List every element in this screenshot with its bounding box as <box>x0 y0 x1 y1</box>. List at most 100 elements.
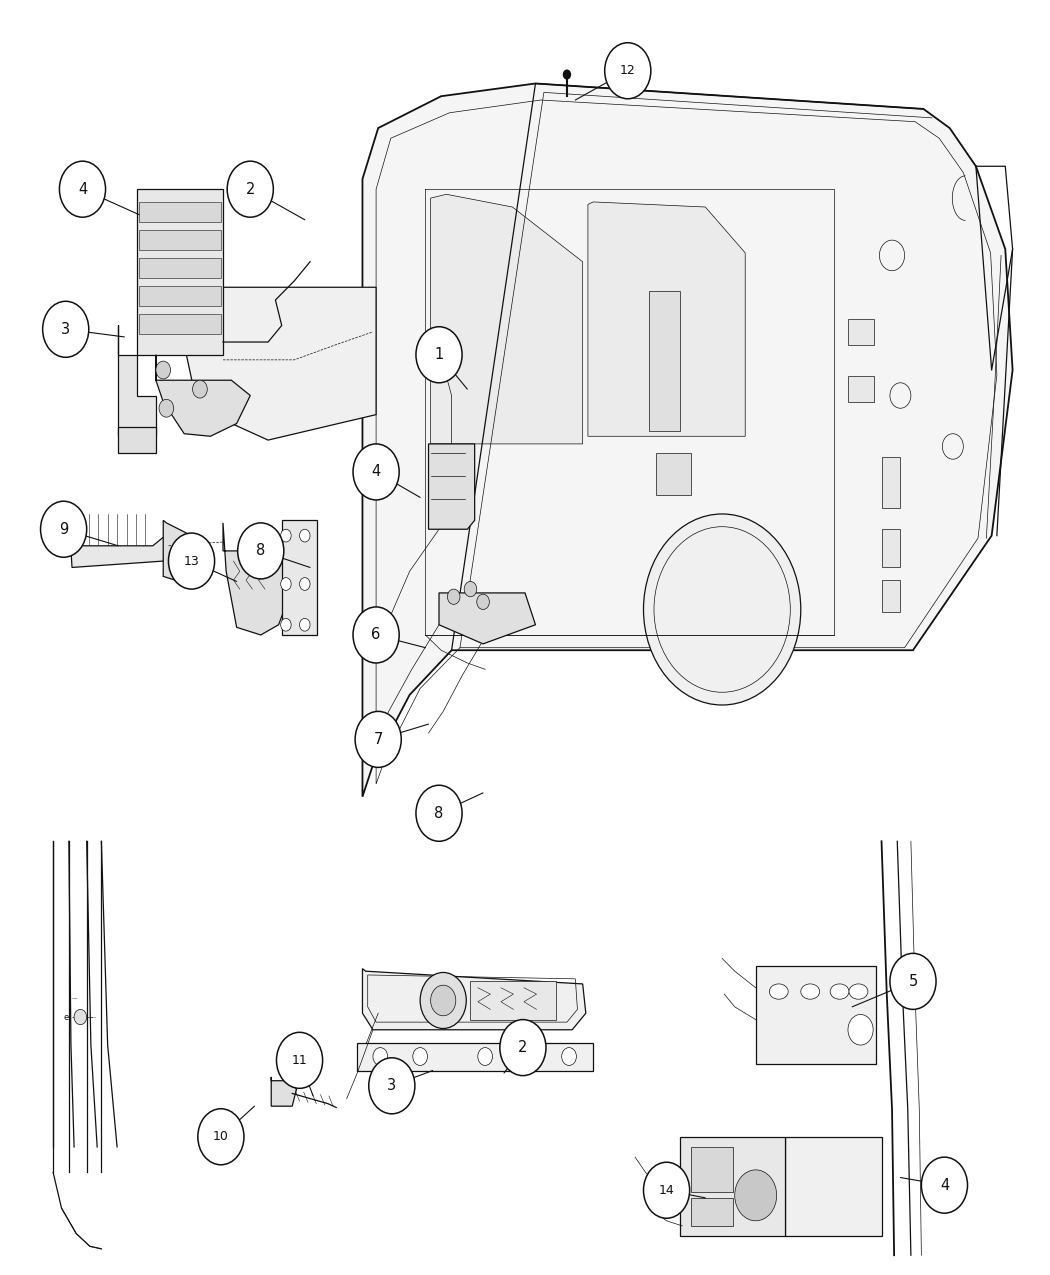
Circle shape <box>192 380 207 398</box>
Text: 3: 3 <box>61 321 70 337</box>
Circle shape <box>159 399 173 417</box>
Polygon shape <box>649 291 680 431</box>
Polygon shape <box>357 1043 593 1071</box>
Circle shape <box>353 607 399 663</box>
Circle shape <box>562 1048 576 1066</box>
Text: 6: 6 <box>372 627 381 643</box>
Text: 13: 13 <box>184 555 200 567</box>
Polygon shape <box>691 1148 733 1192</box>
Text: 7: 7 <box>374 732 383 747</box>
Text: 14: 14 <box>658 1183 674 1197</box>
Polygon shape <box>848 376 875 402</box>
Circle shape <box>563 69 571 79</box>
Circle shape <box>299 618 310 631</box>
Text: —: — <box>72 997 78 1001</box>
Circle shape <box>168 533 214 589</box>
Polygon shape <box>882 529 901 567</box>
Circle shape <box>478 1048 492 1066</box>
Text: 4: 4 <box>372 464 381 479</box>
Text: 11: 11 <box>292 1054 308 1067</box>
Circle shape <box>280 529 291 542</box>
Circle shape <box>280 618 291 631</box>
Text: 2: 2 <box>246 182 255 196</box>
Polygon shape <box>155 354 250 436</box>
Circle shape <box>276 1033 322 1089</box>
Circle shape <box>500 1020 546 1076</box>
Polygon shape <box>428 444 475 529</box>
Polygon shape <box>136 189 223 354</box>
Circle shape <box>416 785 462 842</box>
Text: 3: 3 <box>387 1079 397 1093</box>
Polygon shape <box>439 593 536 644</box>
Text: 8: 8 <box>435 806 444 821</box>
Polygon shape <box>139 258 220 278</box>
Circle shape <box>299 529 310 542</box>
Polygon shape <box>882 580 901 612</box>
Circle shape <box>447 589 460 604</box>
Circle shape <box>299 578 310 590</box>
Polygon shape <box>69 513 168 567</box>
Polygon shape <box>785 1137 882 1235</box>
Circle shape <box>644 514 801 705</box>
Circle shape <box>60 161 106 217</box>
Circle shape <box>75 1010 87 1025</box>
Circle shape <box>477 594 489 609</box>
Circle shape <box>420 973 466 1029</box>
Text: 12: 12 <box>620 64 635 78</box>
Ellipse shape <box>801 984 820 1000</box>
Polygon shape <box>588 201 745 436</box>
Circle shape <box>155 361 170 379</box>
Text: 4: 4 <box>940 1178 949 1192</box>
Polygon shape <box>430 194 583 444</box>
Circle shape <box>528 1048 543 1066</box>
Circle shape <box>922 1158 967 1214</box>
Text: 4: 4 <box>78 182 87 196</box>
Ellipse shape <box>770 984 789 1000</box>
Circle shape <box>430 986 456 1016</box>
Text: 5: 5 <box>908 974 918 989</box>
Circle shape <box>41 501 87 557</box>
Polygon shape <box>470 982 556 1020</box>
Circle shape <box>890 954 936 1010</box>
Polygon shape <box>223 523 296 635</box>
Polygon shape <box>882 456 901 507</box>
Polygon shape <box>656 453 691 495</box>
Polygon shape <box>139 314 220 334</box>
Text: 10: 10 <box>213 1130 229 1144</box>
Polygon shape <box>281 520 317 635</box>
Polygon shape <box>271 1077 296 1107</box>
Circle shape <box>353 444 399 500</box>
Polygon shape <box>119 427 155 453</box>
Circle shape <box>413 1048 427 1066</box>
Circle shape <box>373 1048 387 1066</box>
Text: 2: 2 <box>519 1040 527 1056</box>
Circle shape <box>644 1163 690 1219</box>
Circle shape <box>237 523 284 579</box>
Text: 1: 1 <box>435 347 444 362</box>
Circle shape <box>43 301 89 357</box>
Polygon shape <box>184 287 376 440</box>
Polygon shape <box>680 1137 785 1235</box>
Text: e: e <box>64 1012 69 1021</box>
Circle shape <box>355 711 401 768</box>
Ellipse shape <box>831 984 849 1000</box>
Circle shape <box>227 161 273 217</box>
Circle shape <box>464 581 477 597</box>
Polygon shape <box>362 83 1012 797</box>
Circle shape <box>369 1058 415 1114</box>
Polygon shape <box>119 325 155 436</box>
Polygon shape <box>139 230 220 250</box>
Circle shape <box>197 1109 244 1165</box>
Polygon shape <box>362 969 586 1030</box>
Circle shape <box>848 1015 874 1046</box>
Circle shape <box>735 1170 777 1221</box>
Polygon shape <box>139 201 220 222</box>
Text: 9: 9 <box>59 521 68 537</box>
Polygon shape <box>691 1198 733 1225</box>
Polygon shape <box>139 286 220 306</box>
Ellipse shape <box>849 984 868 1000</box>
Circle shape <box>605 43 651 98</box>
Text: 8: 8 <box>256 543 266 558</box>
Circle shape <box>416 326 462 382</box>
Polygon shape <box>756 966 877 1065</box>
